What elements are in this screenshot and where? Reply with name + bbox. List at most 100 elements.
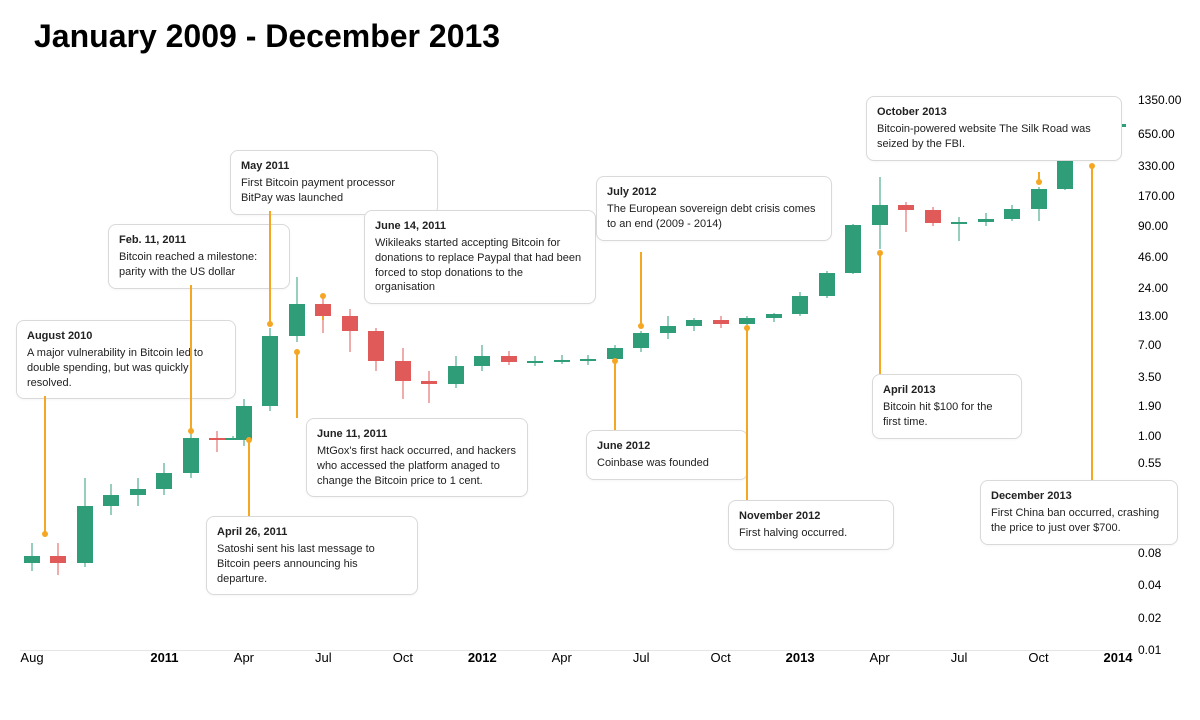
annotation-body: Wikileaks started accepting Bitcoin for … [375,236,585,295]
x-tick-label: Jul [633,650,650,676]
x-tick-label: 2013 [786,650,815,676]
y-tick-label: 0.04 [1138,578,1198,592]
annotation-apr-2013-100: April 2013Bitcoin hit $100 for the first… [872,374,1022,439]
x-tick-label: Apr [869,650,889,676]
candle-body [315,304,331,316]
annotation-header: July 2012 [607,185,821,200]
candle-body [262,336,278,406]
annotation-header: May 2011 [241,159,427,174]
annotation-apr-2011-satoshi: April 26, 2011 Satoshi sent his last mess… [206,516,418,595]
candle-body [421,381,437,384]
candle-body [660,326,676,333]
annotation-nov-2012-halving: November 2012 First halving occurred. [728,500,894,550]
annotation-may-2011-bitpay: May 2011 First Bitcoin payment processor … [230,150,438,215]
candle-body [24,556,40,563]
x-tick-label: Apr [234,650,254,676]
x-tick-label: Apr [552,650,572,676]
annotation-header: June 14, 2011 [375,219,585,234]
candle-body [978,219,994,222]
annotation-anchor-dot [42,531,48,537]
page-title: January 2009 - December 2013 [34,18,500,55]
x-tick-label: Oct [1028,650,1048,676]
y-tick-label: 330.00 [1138,159,1198,173]
annotation-connector [296,352,298,418]
annotation-header: November 2012 [739,509,883,524]
annotation-connector [248,440,250,516]
candle-body [527,361,543,363]
y-tick-label: 3.50 [1138,370,1198,384]
annotation-anchor-dot [638,323,644,329]
annotation-jun-2012-coinbase: June 2012Coinbase was founded [586,430,748,480]
annotation-dec-2013-china: December 2013First China ban occurred, c… [980,480,1178,545]
candle-body [713,320,729,324]
candle-wick [217,431,218,452]
x-tick-label: 2012 [468,650,497,676]
annotation-anchor-dot [1089,163,1095,169]
annotation-anchor-dot [877,250,883,256]
annotation-body: Bitcoin reached a milestone: parity with… [119,250,279,280]
y-tick-label: 650.00 [1138,127,1198,141]
annotation-connector [879,253,881,374]
annotation-body: The European sovereign debt crisis comes… [607,202,821,232]
candle-body [236,406,252,441]
annotation-body: A major vulnerability in Bitcoin led to … [27,346,225,391]
candle-body [872,205,888,225]
candle-body [77,506,93,563]
annotation-body: Satoshi sent his last message to Bitcoin… [217,542,407,587]
candle-body [474,356,490,365]
y-tick-label: 24.00 [1138,281,1198,295]
candle-body [792,296,808,314]
annotation-jun-2011-wikileaks: June 14, 2011 Wikileaks started accepting… [364,210,596,304]
y-tick-label: 13.00 [1138,309,1198,323]
annotation-header: April 26, 2011 [217,525,407,540]
candle-body [686,320,702,326]
candle-body [50,556,66,563]
y-tick-label: 0.55 [1138,456,1198,470]
x-tick-label: Aug [20,650,43,676]
x-tick-label: 2014 [1104,650,1133,676]
candle-body [1031,189,1047,209]
y-axis: 1350.00650.00330.00170.0090.0046.0024.00… [1138,100,1198,650]
annotation-anchor-dot [612,358,618,364]
annotation-connector [614,361,616,430]
candle-body [845,225,861,273]
y-tick-label: 46.00 [1138,250,1198,264]
x-tick-label: 2011 [150,650,178,676]
annotation-header: October 2013 [877,105,1111,120]
x-tick-label: Jul [951,650,968,676]
annotation-jul-2012-eurocrisis: July 2012 The European sovereign debt cri… [596,176,832,241]
annotation-body: Bitcoin hit $100 for the first time. [883,400,1011,430]
annotation-anchor-dot [188,428,194,434]
candle-body [209,438,225,441]
y-tick-label: 0.02 [1138,611,1198,625]
x-tick-label: Oct [711,650,731,676]
annotation-anchor-dot [320,293,326,299]
y-tick-label: 1.00 [1138,429,1198,443]
y-tick-label: 0.08 [1138,546,1198,560]
candle-body [368,331,384,361]
annotation-header: June 11, 2011 [317,427,517,442]
annotation-connector [746,328,748,500]
y-tick-label: 0.01 [1138,643,1198,657]
candle-body [395,361,411,382]
annotation-anchor-dot [246,437,252,443]
annotation-body: First Bitcoin payment processor BitPay w… [241,176,427,206]
candle-body [448,366,464,385]
candle-body [951,222,967,224]
x-tick-label: Oct [393,650,413,676]
annotation-body: First halving occurred. [739,526,883,541]
candle-body [103,495,119,506]
y-tick-label: 1.90 [1138,399,1198,413]
candle-body [289,304,305,336]
annotation-connector [190,285,192,431]
candle-body [342,316,358,331]
candle-body [130,489,146,495]
annotation-jun-2011-mtgox: June 11, 2011MtGox's first hack occurred… [306,418,528,497]
candle-body [1004,209,1020,219]
candle-body [501,356,517,361]
annotation-anchor-dot [294,349,300,355]
annotation-feb-2011-parity: Feb. 11, 2011Bitcoin reached a milestone… [108,224,290,289]
y-tick-label: 90.00 [1138,219,1198,233]
annotation-connector [44,396,46,534]
candle-body [554,360,570,362]
